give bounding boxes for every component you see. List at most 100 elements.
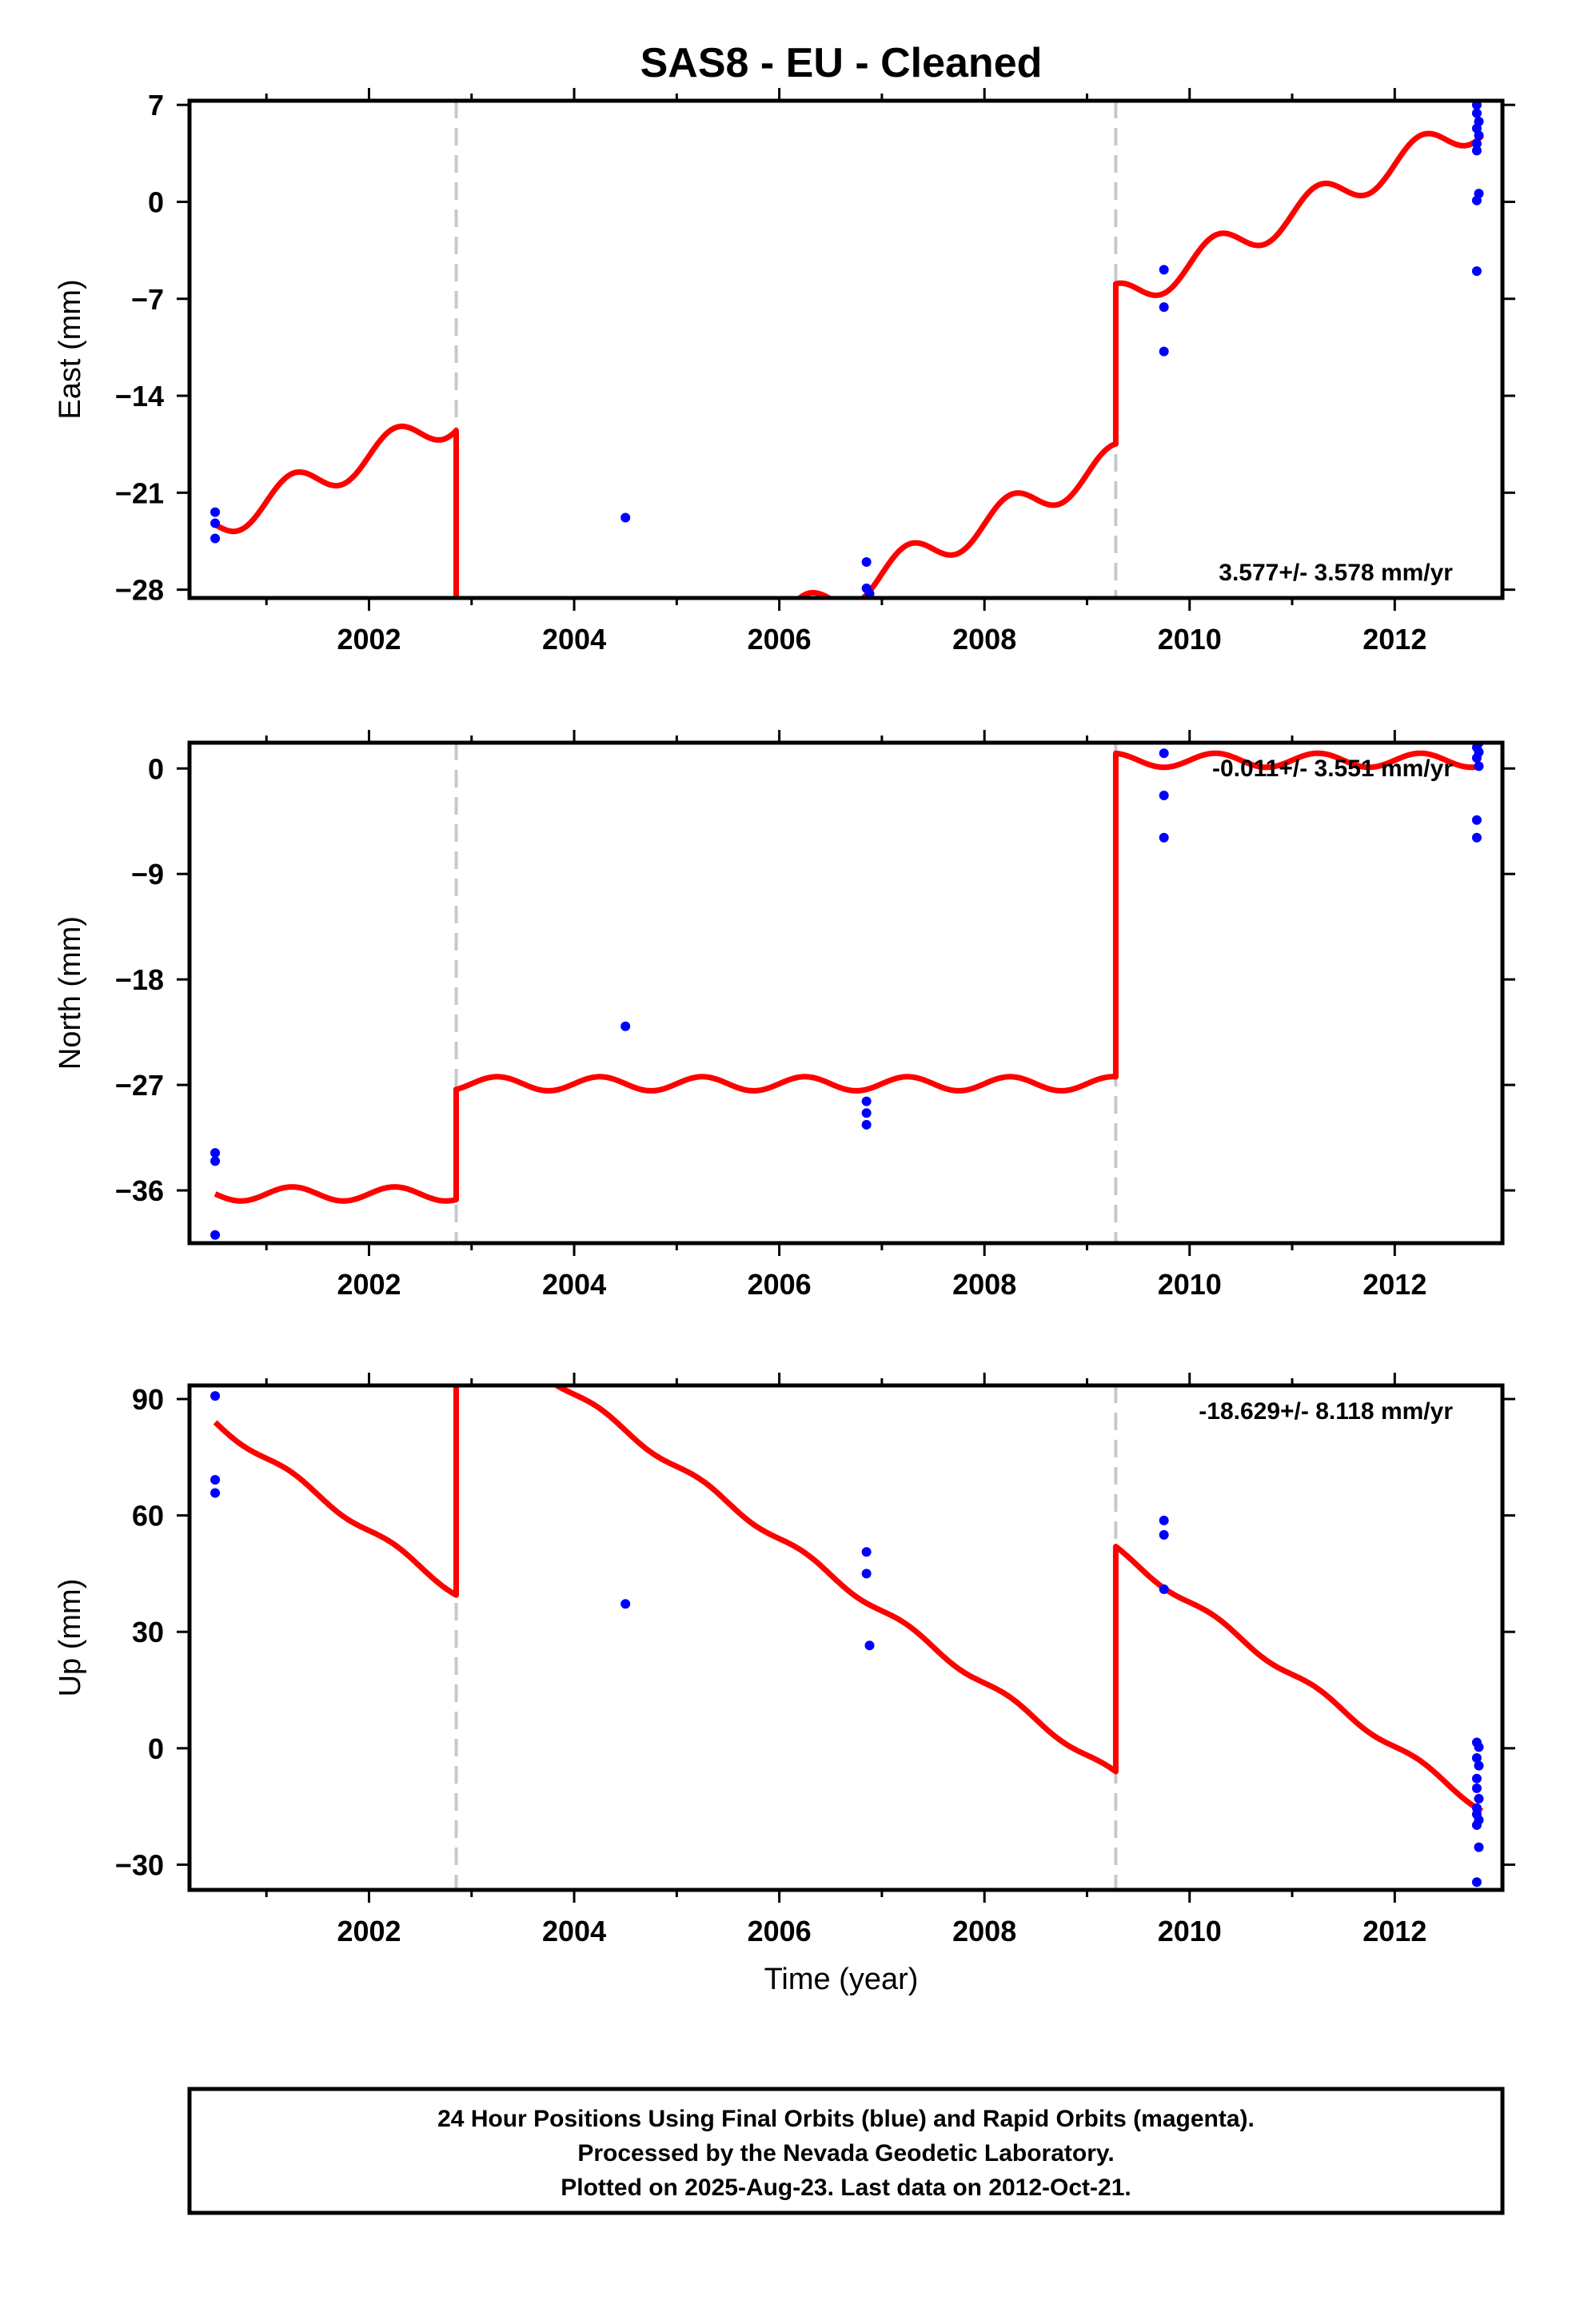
up-rate-label: -18.629+/- 8.118 mm/yr xyxy=(1199,1398,1453,1425)
up-y-tick-label: 30 xyxy=(132,1616,164,1648)
up-x-tick-label: 2002 xyxy=(337,1915,401,1947)
up-data-point xyxy=(1474,1760,1484,1771)
up-data-point xyxy=(1471,1877,1482,1888)
north-data-point xyxy=(1159,748,1169,759)
north-x-tick-label: 2002 xyxy=(337,1268,401,1301)
up-data-point xyxy=(1471,1783,1482,1793)
north-data-point xyxy=(1471,753,1482,763)
east-frame xyxy=(187,98,1505,600)
east-data-point xyxy=(1474,130,1484,141)
north-data-point xyxy=(210,1230,221,1240)
chart-title: SAS8 - EU - Cleaned xyxy=(640,40,1043,86)
east-data-point xyxy=(1471,138,1482,149)
east-data-point xyxy=(1159,346,1169,357)
east-data-point xyxy=(864,588,875,598)
north-x-tick-label: 2006 xyxy=(748,1268,812,1301)
east-x-tick-label: 2010 xyxy=(1158,623,1222,656)
east-data-point xyxy=(1159,302,1169,313)
east-y-tick-label: −21 xyxy=(115,476,164,509)
up-data-point xyxy=(1474,1842,1484,1852)
up-y-tick-label: −30 xyxy=(115,1848,164,1881)
north-y-axis-label: North (mm) xyxy=(54,916,87,1070)
north-x-tick-label: 2012 xyxy=(1363,1268,1426,1301)
east-y-tick-label: 0 xyxy=(148,185,164,218)
east-data-point xyxy=(1471,101,1482,110)
east-points xyxy=(210,101,1484,598)
north-data-point xyxy=(861,1119,872,1130)
up-y-tick-label: 90 xyxy=(132,1383,164,1416)
east-data-point xyxy=(210,518,221,528)
north-x-tick-label: 2010 xyxy=(1158,1268,1222,1301)
up-x-tick-label: 2008 xyxy=(952,1915,1016,1947)
caption-line-1: 24 Hour Positions Using Final Orbits (bl… xyxy=(437,2106,1255,2132)
up-data-point xyxy=(1474,1793,1484,1804)
north-data-point xyxy=(620,1021,631,1031)
east-x-tick-label: 2006 xyxy=(748,623,812,656)
east-rate-label: 3.577+/- 3.578 mm/yr xyxy=(1219,560,1453,586)
east-data-point xyxy=(210,533,221,544)
up-x-tick-label: 2006 xyxy=(748,1915,812,1947)
north-y-tick-label: −9 xyxy=(131,858,164,891)
east-data-point xyxy=(620,512,631,523)
north-data-point xyxy=(1471,832,1482,843)
up-y-axis-label: Up (mm) xyxy=(54,1579,87,1697)
up-data-point xyxy=(864,1640,875,1651)
up-data-point xyxy=(210,1474,221,1485)
north-data-point xyxy=(1159,790,1169,800)
north-data-point xyxy=(1474,717,1483,727)
north-data-point xyxy=(210,1148,221,1158)
up-x-tick-label: 2012 xyxy=(1363,1915,1426,1947)
east-y-tick-label: 7 xyxy=(148,89,164,122)
north-y-tick-label: −27 xyxy=(115,1069,164,1102)
east-x-tick-label: 2004 xyxy=(542,623,606,656)
east-x-tick-label: 2012 xyxy=(1363,623,1426,656)
east-data-point xyxy=(1159,265,1169,275)
up-data-point xyxy=(1471,1820,1482,1830)
east-plot-area xyxy=(190,101,1502,598)
north-plot-area xyxy=(190,743,1502,1243)
north-data-point xyxy=(861,1096,872,1106)
north-y-tick-label: −18 xyxy=(115,963,164,996)
up-x-tick-label: 2010 xyxy=(1158,1915,1222,1947)
up-data-point xyxy=(1471,1773,1482,1784)
east-data-point xyxy=(1471,108,1482,118)
north-y-tick-label: 0 xyxy=(148,752,164,785)
up-plot-area xyxy=(190,1385,1502,1890)
north-x-tick-label: 2008 xyxy=(952,1268,1016,1301)
north-x-tick-label: 2004 xyxy=(542,1268,606,1301)
north-data-point xyxy=(210,1156,221,1166)
north-panel: 0 −9 −18 −27 −36 2002 2004 2006 2008 2010 2012 Nort… xyxy=(54,715,1515,1301)
up-data-point xyxy=(1159,1515,1169,1525)
east-x-tick-label: 2008 xyxy=(952,623,1016,656)
up-points xyxy=(210,1391,1484,1888)
up-frame xyxy=(187,1383,1505,1892)
north-data-point xyxy=(1472,715,1482,724)
north-frame xyxy=(187,740,1505,1246)
north-data-point xyxy=(1471,815,1482,825)
east-data-point xyxy=(861,556,872,567)
up-y-tick-label: 0 xyxy=(148,1732,164,1765)
up-model-curve xyxy=(213,1385,1484,1814)
x-axis-label: Time (year) xyxy=(764,1963,919,1996)
east-data-point xyxy=(1471,145,1482,156)
east-y-axis-label: East (mm) xyxy=(54,279,87,419)
up-x-tick-label: 2004 xyxy=(542,1915,606,1947)
east-y-tick-label: −14 xyxy=(115,380,164,413)
east-data-point xyxy=(1471,266,1482,277)
east-x-tick-label: 2002 xyxy=(337,623,401,656)
north-data-point xyxy=(1474,761,1484,771)
up-data-point xyxy=(1159,1529,1169,1540)
up-data-point xyxy=(861,1547,872,1557)
up-data-point xyxy=(620,1599,631,1609)
north-rate-label: -0.011+/- 3.551 mm/yr xyxy=(1212,755,1453,782)
east-model-curve xyxy=(213,130,1484,598)
caption-line-3: Plotted on 2025-Aug-23. Last data on 201… xyxy=(561,2175,1131,2201)
north-y-tick-label: −36 xyxy=(115,1174,164,1207)
up-data-point xyxy=(210,1488,221,1498)
up-y-tick-label: 60 xyxy=(132,1500,164,1533)
north-data-point xyxy=(861,1108,872,1118)
north-model-curve xyxy=(213,750,1484,1204)
up-data-point xyxy=(861,1569,872,1579)
up-data-point xyxy=(1471,1752,1482,1763)
